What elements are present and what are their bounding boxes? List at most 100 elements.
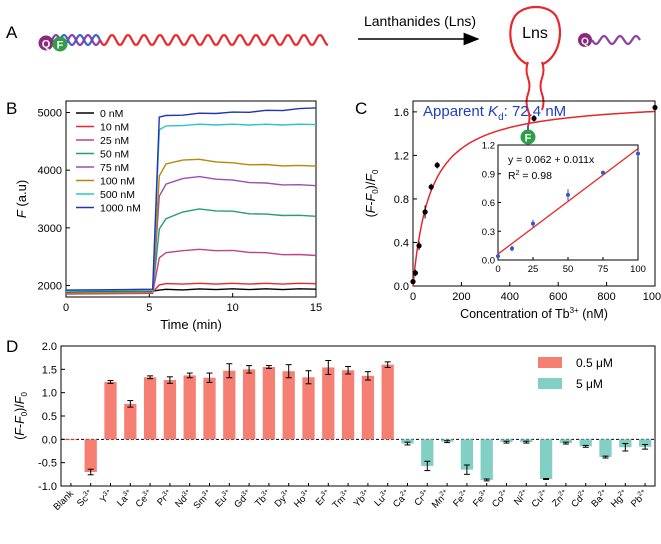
y-axis-label-part: -	[364, 201, 378, 205]
x-tick-label: 5	[146, 302, 152, 314]
x-axis-label: Concentration of Tb3+ (nM)	[460, 306, 608, 321]
y-axis-label: F (a.u)	[14, 180, 29, 218]
data-point	[434, 162, 440, 168]
inset-data-point	[531, 221, 535, 226]
inset-data-point	[496, 254, 500, 259]
panel-label-b: B	[6, 99, 17, 118]
category-label-sup: 3+	[339, 487, 349, 497]
category-label: Fe3+	[470, 487, 492, 509]
category-label-sup: 2+	[577, 487, 587, 497]
category-label: Gd3+	[232, 487, 255, 510]
y-axis-label-part: F	[13, 395, 27, 404]
chart-title: Apparent Kd: 72.4 nM	[423, 103, 566, 123]
x-tick-label: 15	[310, 302, 322, 314]
category-label-sup: 3+	[240, 487, 250, 497]
y-axis-label-part: (	[13, 435, 27, 440]
category-label-sup: 3+	[280, 487, 290, 497]
category-label-sup: 3+	[478, 487, 488, 497]
y-axis-label-part: 0	[371, 169, 380, 174]
y-axis-label-italic: F	[14, 209, 29, 218]
category-label: Dy3+	[272, 487, 294, 509]
category-label: Tb3+	[252, 487, 274, 509]
series-line	[65, 288, 317, 294]
category-label-sup: 2+	[498, 487, 508, 497]
quencher-label-2: Q	[581, 37, 589, 48]
bar	[381, 364, 394, 440]
inset-y-tick-label: 0.3	[482, 227, 495, 238]
hairpin-label: Lns	[522, 25, 548, 42]
y-axis-label-part: F	[364, 204, 378, 213]
category-label-sup: 2+	[617, 487, 627, 497]
panel-label-a: A	[6, 23, 18, 42]
category-label-sup: 2+	[597, 487, 607, 497]
category-label: Ni2+	[511, 487, 531, 507]
category-label-sup: 3+	[359, 487, 369, 497]
inset-r-squared-label: R	[508, 170, 516, 182]
y-tick-label: 2.0	[42, 341, 57, 353]
inset-data-point	[510, 246, 514, 251]
bar	[242, 369, 256, 440]
x-tick-label: 1000	[643, 291, 661, 303]
data-point	[652, 104, 658, 111]
x-axis-label: Time (min)	[160, 317, 222, 332]
chart-title-italic: K	[488, 103, 499, 120]
y-tick-label: -0.5	[38, 458, 57, 470]
y-axis-label-part: -	[13, 424, 27, 428]
panel-b: B 0 5 10 15 2000 3000 4000 5000 Time (min) F (a.u…	[6, 99, 322, 332]
inset-frame	[497, 144, 639, 261]
y-axis-label-part: 0	[20, 411, 29, 416]
inset-x-tick-label: 100	[630, 264, 646, 275]
series-line	[65, 158, 317, 294]
y-tick-label: 2000	[38, 280, 62, 292]
y-axis-label-part: F	[364, 192, 378, 201]
bar	[223, 370, 236, 440]
x-tick-label: 800	[597, 291, 615, 303]
y-tick-label: -1.0	[38, 481, 57, 493]
category-label-sup: 2+	[518, 487, 528, 497]
data-point	[531, 115, 537, 122]
category-label: Sc3+	[74, 487, 96, 509]
bar	[322, 367, 335, 440]
y-tick-label: 1.2	[394, 150, 409, 162]
y-axis-label-rest: (a.u)	[14, 180, 29, 210]
category-label-sup: 2+	[399, 487, 409, 497]
hairpin-loop	[509, 5, 561, 65]
reaction-arrow-label: Lanthanides (Lns)	[364, 13, 476, 29]
bar	[183, 375, 196, 440]
category-label: Cr3+	[412, 487, 433, 508]
category-label-sup: 3+	[102, 487, 112, 497]
hairpin-stem-right	[539, 61, 545, 111]
y-tick-label: 0.0	[394, 281, 409, 293]
inset-x-tick-label: 50	[563, 264, 574, 275]
bar	[203, 377, 216, 440]
y-axis-label-part: F	[364, 173, 378, 182]
inset-data-point	[566, 192, 570, 197]
fluorophore-icon	[52, 36, 68, 52]
category-label: Ca2+	[390, 487, 412, 509]
bar	[64, 439, 78, 441]
y-axis-label-part: )/	[364, 181, 378, 189]
legend-label: 25 nM	[100, 135, 129, 147]
bar	[579, 439, 592, 447]
inset-data-point	[601, 170, 605, 175]
chart-title-prefix: Apparent	[423, 103, 488, 120]
x-tick-label: 0	[63, 302, 69, 314]
data-point	[412, 270, 419, 276]
category-label: Tm3+	[330, 487, 354, 511]
category-label-sup: 3+	[300, 487, 310, 497]
category-label-sup: 3+	[260, 487, 270, 497]
y-axis-label: (F-F0)/F0	[364, 169, 380, 217]
category-label: Lu3+	[372, 487, 393, 508]
series-line	[65, 208, 317, 295]
panel-label-d: D	[6, 337, 18, 356]
category-label-sup: 2+	[438, 487, 448, 497]
legend-swatch	[538, 357, 562, 368]
category-label-sup: 2+	[458, 487, 468, 497]
y-tick-label: 0.0	[42, 434, 57, 446]
bar	[84, 439, 97, 472]
y-tick-label: 1.6	[394, 107, 409, 119]
category-label-sup: 3+	[379, 487, 389, 497]
panel-label-c: C	[355, 99, 367, 118]
data-point	[422, 209, 428, 215]
inset-x-tick-label: 0	[495, 264, 500, 275]
